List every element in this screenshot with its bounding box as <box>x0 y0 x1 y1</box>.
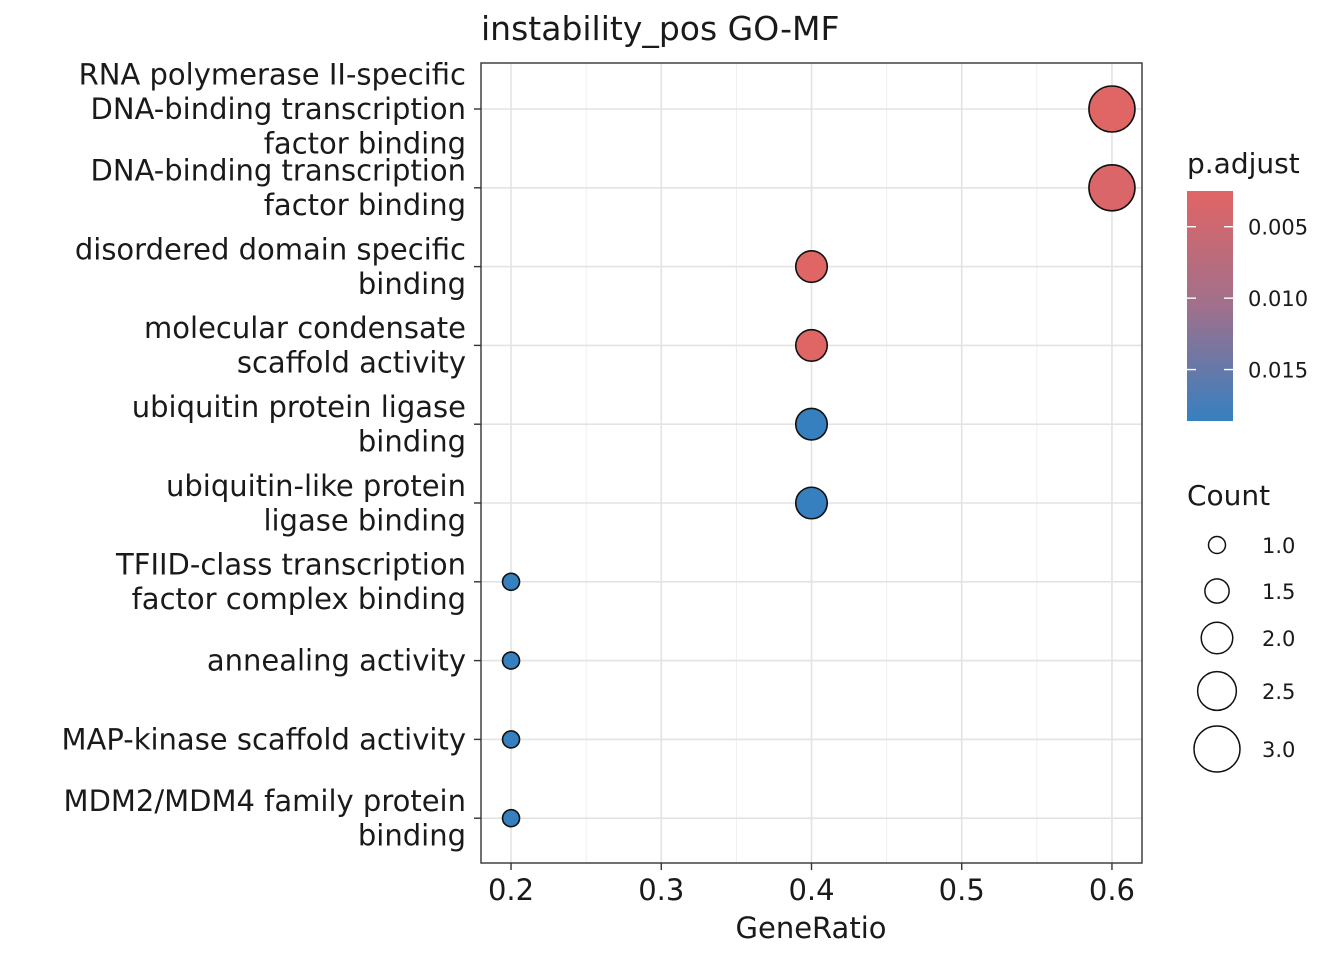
data-point <box>794 250 829 284</box>
size-legend-label: 1.0 <box>1262 534 1295 558</box>
data-point <box>501 572 521 592</box>
y-tick-label: MDM2/MDM4 family protein <box>64 784 466 818</box>
data-point <box>1088 85 1136 133</box>
color-legend: p.adjust 0.005 0.010 0.015 <box>1187 147 1308 421</box>
y-tick-label: binding <box>358 424 466 458</box>
data-point <box>794 407 829 441</box>
data-point <box>501 730 521 749</box>
size-legend-symbol <box>1207 535 1227 555</box>
plot-border <box>480 62 1143 864</box>
color-bar <box>1187 191 1233 421</box>
y-tick-label: ubiquitin protein ligase <box>132 390 466 424</box>
y-tick-label: TFIID-class transcription <box>115 548 466 582</box>
size-legend-label: 1.5 <box>1262 580 1295 604</box>
x-axis: 0.2 0.3 0.4 0.5 0.6 <box>488 863 1135 907</box>
color-legend-title: p.adjust <box>1187 147 1300 180</box>
color-bar-label: 0.005 <box>1248 216 1308 240</box>
y-tick-label: ligase binding <box>263 503 466 537</box>
data-point <box>1088 164 1136 212</box>
data-point <box>501 651 521 670</box>
y-tick-label: annealing activity <box>207 644 466 678</box>
y-tick-label: factor binding <box>264 188 466 222</box>
x-axis-label: GeneRatio <box>736 911 887 945</box>
y-tick-label: scaffold activity <box>237 346 466 380</box>
x-tick-label: 0.4 <box>788 873 834 907</box>
color-bar-label: 0.015 <box>1248 359 1308 383</box>
size-legend: Count 1.0 1.5 2.0 2.5 3.0 <box>1187 479 1295 773</box>
size-legend-symbol <box>1196 670 1238 712</box>
size-legend-symbol <box>1193 725 1241 773</box>
y-tick-label: MAP-kinase scaffold activity <box>62 722 466 756</box>
y-tick-label: molecular condensate <box>144 311 466 345</box>
size-legend-symbol <box>1200 621 1234 655</box>
data-point <box>501 808 521 828</box>
data-point <box>794 328 829 362</box>
x-tick-label: 0.2 <box>488 873 534 907</box>
y-tick-label: disordered domain specific <box>75 232 466 266</box>
y-tick-label: ubiquitin-like protein <box>166 469 466 503</box>
y-tick-label: DNA-binding transcription <box>91 154 466 188</box>
data-points <box>501 85 1136 828</box>
color-bar-label: 0.010 <box>1248 287 1308 311</box>
y-tick-label: factor complex binding <box>132 582 466 616</box>
y-tick-label: factor binding <box>264 127 466 161</box>
size-legend-symbol <box>1204 578 1230 604</box>
x-tick-label: 0.6 <box>1089 873 1135 907</box>
chart-title: instability_pos GO-MF <box>481 9 840 48</box>
x-tick-label: 0.3 <box>638 873 684 907</box>
y-tick-label: RNA polymerase II-specific <box>79 58 466 92</box>
y-tick-label: binding <box>358 818 466 852</box>
data-point <box>794 486 829 520</box>
size-legend-label: 2.5 <box>1262 680 1295 704</box>
size-legend-label: 3.0 <box>1262 738 1295 762</box>
size-legend-title: Count <box>1187 479 1270 512</box>
size-legend-label: 2.0 <box>1262 627 1295 651</box>
y-tick-label: DNA-binding transcription <box>91 92 466 126</box>
y-tick-label: binding <box>358 267 466 301</box>
x-tick-label: 0.5 <box>939 873 985 907</box>
